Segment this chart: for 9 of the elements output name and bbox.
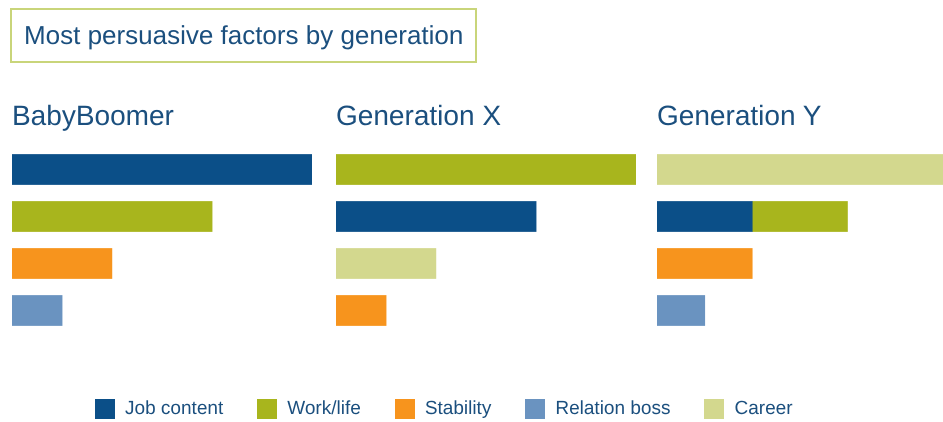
legend-label: Job content	[125, 398, 224, 420]
legend-label: Career	[734, 398, 793, 420]
chart-title: BabyBoomer	[12, 100, 175, 133]
legend-label: Work/life	[287, 398, 361, 420]
legend-label: Relation boss	[555, 398, 670, 420]
chart-title: Generation Y	[657, 100, 822, 133]
text: Most persuasive factors by generation	[10, 8, 478, 63]
chart-title: Generation X	[336, 100, 502, 133]
legend-label: Stability	[424, 398, 492, 420]
